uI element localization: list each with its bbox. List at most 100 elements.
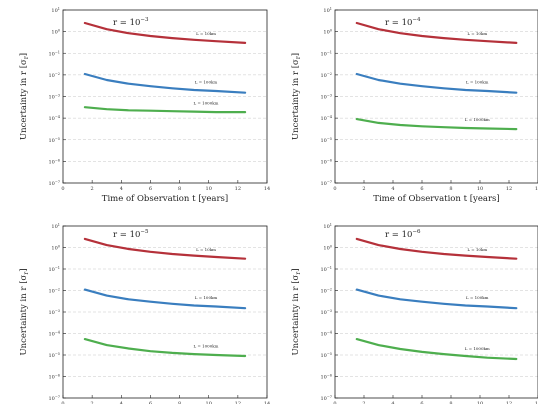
x-tick-label: 8 bbox=[178, 186, 181, 192]
y-tick-label: 101 bbox=[51, 223, 60, 230]
x-tick-label: 4 bbox=[120, 401, 123, 404]
x-tick-label: 4 bbox=[120, 186, 123, 192]
series-label: L = 1000km bbox=[465, 117, 490, 122]
series-line bbox=[355, 338, 518, 361]
y-axis-label: Uncertainty in r [σr] bbox=[19, 53, 30, 140]
y-tick-label: 101 bbox=[323, 7, 332, 14]
y-tick-label: 10−6 bbox=[48, 158, 60, 165]
y-tick-label: 10−4 bbox=[320, 115, 332, 122]
x-axis-label: Time of Observation t [years] bbox=[102, 194, 228, 204]
y-tick-label: 10−3 bbox=[48, 309, 60, 316]
y-tick-label: 10−6 bbox=[320, 158, 332, 165]
series-label: L = 100km bbox=[466, 295, 489, 300]
series-line bbox=[355, 117, 518, 131]
series-label: L = 10km bbox=[196, 247, 216, 252]
x-tick-label: 6 bbox=[149, 401, 152, 404]
series-label: L = 10km bbox=[467, 31, 487, 36]
series-label: L = 100km bbox=[195, 79, 218, 84]
y-tick-label: 100 bbox=[51, 245, 60, 252]
x-tick-label: 0 bbox=[61, 401, 64, 404]
y-tick-label: 10−1 bbox=[320, 50, 332, 57]
chart-panel-4: 0 2 4 6 8 10 12 14 10−7 10−6 10−5 10−4 10−3 10−2 10−1 1… bbox=[291, 223, 538, 404]
y-tick-label: 10−4 bbox=[320, 331, 332, 338]
x-tick-label: 8 bbox=[449, 401, 452, 404]
y-tick-label: 10−3 bbox=[320, 94, 332, 101]
y-tick-label: 10−5 bbox=[48, 137, 60, 144]
y-tick-label: 10−3 bbox=[320, 309, 332, 316]
x-tick-label: 10 bbox=[206, 401, 212, 404]
x-tick-label: 14 bbox=[535, 186, 538, 192]
x-tick-label: 6 bbox=[149, 186, 152, 192]
x-tick-label: 4 bbox=[391, 401, 394, 404]
x-tick-label: 2 bbox=[91, 186, 94, 192]
x-tick-label: 10 bbox=[206, 186, 212, 192]
series-line bbox=[355, 288, 518, 310]
series-line bbox=[355, 72, 518, 94]
x-tick-label: 8 bbox=[178, 401, 181, 404]
y-tick-label: 10−7 bbox=[320, 180, 332, 187]
chart-panel-2: 0 2 4 6 8 10 12 14 10−7 10−6 10−5 10−4 10−3 10−2 10−1 1… bbox=[291, 7, 538, 204]
series-line bbox=[83, 106, 247, 114]
y-tick-label: 10−6 bbox=[48, 374, 60, 381]
x-tick-label: 12 bbox=[235, 401, 241, 404]
x-tick-label: 12 bbox=[506, 186, 512, 192]
series-line bbox=[83, 21, 247, 45]
y-tick-label: 10−6 bbox=[320, 374, 332, 381]
y-tick-label: 10−3 bbox=[48, 94, 60, 101]
series-label: L = 10km bbox=[467, 247, 487, 252]
series-line bbox=[355, 237, 518, 260]
x-tick-label: 0 bbox=[61, 186, 64, 192]
x-tick-label: 2 bbox=[91, 401, 94, 404]
panel-title: r = 10−6 bbox=[385, 229, 421, 240]
x-tick-label: 10 bbox=[477, 186, 483, 192]
y-tick-label: 10−1 bbox=[48, 50, 60, 57]
series-label: L = 1000km bbox=[194, 101, 219, 106]
y-tick-label: 101 bbox=[51, 7, 60, 14]
series-label: L = 1000km bbox=[194, 343, 219, 348]
y-axis-label: Uncertainty in r [σr] bbox=[19, 268, 30, 355]
y-axis-label: Uncertainty in r [σr] bbox=[291, 268, 302, 355]
y-tick-label: 10−2 bbox=[320, 288, 332, 295]
y-tick-label: 10−2 bbox=[48, 288, 60, 295]
series-label: L = 10km bbox=[196, 31, 216, 36]
y-axis-label: Uncertainty in r [σr] bbox=[291, 53, 302, 140]
x-tick-label: 0 bbox=[333, 186, 336, 192]
x-tick-label: 6 bbox=[420, 401, 423, 404]
x-tick-label: 12 bbox=[506, 401, 512, 404]
y-tick-label: 10−1 bbox=[48, 266, 60, 273]
y-tick-label: 10−5 bbox=[320, 137, 332, 144]
series-label: L = 100km bbox=[466, 79, 489, 84]
y-tick-label: 10−2 bbox=[48, 72, 60, 79]
y-tick-label: 10−4 bbox=[48, 115, 60, 122]
y-tick-label: 100 bbox=[51, 29, 60, 36]
x-tick-label: 14 bbox=[264, 186, 270, 192]
y-tick-label: 10−7 bbox=[48, 395, 60, 402]
y-tick-label: 10−5 bbox=[320, 352, 332, 359]
y-tick-label: 10−7 bbox=[320, 395, 332, 402]
y-tick-label: 10−2 bbox=[320, 72, 332, 79]
y-tick-label: 100 bbox=[323, 29, 332, 36]
x-tick-label: 8 bbox=[449, 186, 452, 192]
x-tick-label: 14 bbox=[535, 401, 538, 404]
panel-title: r = 10−3 bbox=[113, 17, 149, 28]
series-label: L = 100km bbox=[195, 295, 218, 300]
series-line bbox=[83, 288, 247, 310]
x-tick-label: 10 bbox=[477, 401, 483, 404]
series-line bbox=[83, 72, 247, 94]
y-tick-label: 101 bbox=[323, 223, 332, 230]
x-tick-label: 0 bbox=[333, 401, 336, 404]
x-tick-label: 14 bbox=[264, 401, 270, 404]
y-tick-label: 100 bbox=[323, 245, 332, 252]
panel-title: r = 10−4 bbox=[385, 17, 421, 28]
y-tick-label: 10−7 bbox=[48, 180, 60, 187]
x-tick-label: 2 bbox=[362, 186, 365, 192]
x-tick-label: 6 bbox=[420, 186, 423, 192]
x-tick-label: 4 bbox=[391, 186, 394, 192]
x-axis-label: Time of Observation t [years] bbox=[373, 194, 499, 204]
x-tick-label: 2 bbox=[362, 401, 365, 404]
chart-panel-3: 0 2 4 6 8 10 12 14 10−7 10−6 10−5 10−4 10−3 10−2 10−1 1… bbox=[19, 223, 270, 404]
series-label: L = 1000km bbox=[465, 346, 490, 351]
chart-panel-1: 0 2 4 6 8 10 12 14 10−7 10−6 10−5 10−4 10−3 10−2 10−1 1… bbox=[19, 7, 270, 204]
panel-title: r = 10−5 bbox=[113, 229, 149, 240]
